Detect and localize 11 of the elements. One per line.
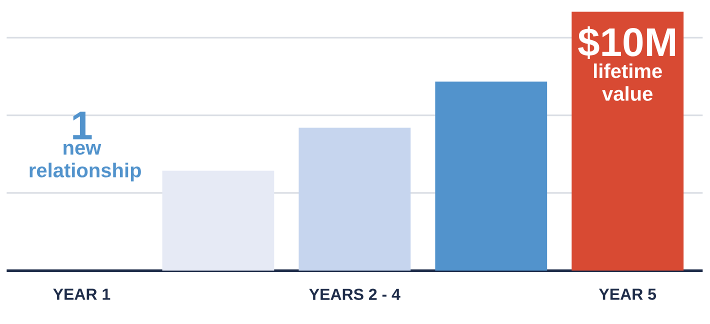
annotation: lifetime value [594, 63, 662, 101]
annotation: $10M [578, 26, 675, 59]
bar [572, 12, 684, 271]
x-tick-label: YEARS 2 - 4 [309, 288, 400, 300]
annotation: new relationship [30, 144, 141, 182]
bar [298, 128, 411, 271]
x-tick-label: YEAR 5 [598, 288, 656, 300]
bar [435, 82, 548, 271]
annotation: 1 [73, 112, 92, 140]
bar [162, 170, 274, 271]
x-tick-label: YEAR 1 [53, 288, 110, 300]
